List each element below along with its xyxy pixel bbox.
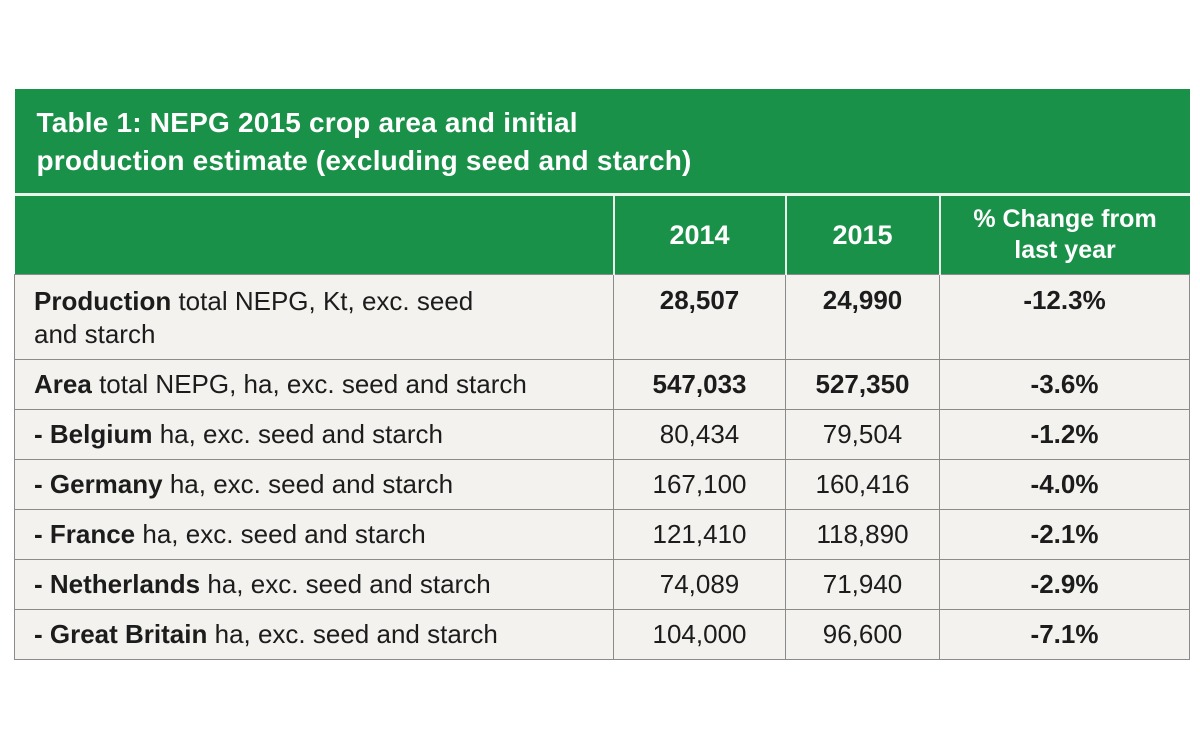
row-label-rest: ha, exc. seed and starch xyxy=(207,569,491,599)
value-2015: 96,600 xyxy=(785,609,940,660)
value-2015: 71,940 xyxy=(785,559,940,610)
value-change: -2.1% xyxy=(938,509,1191,560)
value-2014: 104,000 xyxy=(613,609,786,660)
table-title: Table 1: NEPG 2015 crop area and initial… xyxy=(14,89,1190,195)
value-2015: 527,350 xyxy=(785,359,940,410)
column-header-row: 2014 2015 % Change from last year xyxy=(14,193,1190,275)
table-row-netherlands: - Netherlands ha, exc. seed and starch 7… xyxy=(14,559,1191,610)
row-label-rest: total NEPG, Kt, exc. seed and starch xyxy=(34,286,474,349)
column-header-2015: 2015 xyxy=(784,193,940,275)
column-header-change: % Change from last year xyxy=(938,193,1190,275)
value-2015: 24,990 xyxy=(785,274,940,360)
value-change: -12.3% xyxy=(938,274,1191,360)
row-label-bold: Production xyxy=(34,286,172,316)
row-label-bold: - Great Britain xyxy=(34,619,208,649)
column-header-2014: 2014 xyxy=(612,193,786,275)
table-row-great-britain: - Great Britain ha, exc. seed and starch… xyxy=(14,609,1191,660)
value-change: -1.2% xyxy=(938,409,1191,460)
row-label-rest: ha, exc. seed and starch xyxy=(159,419,443,449)
row-label-rest: ha, exc. seed and starch xyxy=(169,469,454,499)
row-label-rest: total NEPG, ha, exc. seed and starch xyxy=(99,369,527,399)
nepg-crop-table: Table 1: NEPG 2015 crop area and initial… xyxy=(14,89,1191,660)
value-change: -2.9% xyxy=(938,559,1191,610)
nepg-table-container: Table 1: NEPG 2015 crop area and initial… xyxy=(14,89,1191,660)
row-label-bold: - Germany xyxy=(34,469,163,499)
row-label-bold: - France xyxy=(34,519,136,549)
table-row-germany: - Germany ha, exc. seed and starch 167,1… xyxy=(14,459,1191,510)
row-label: Production total NEPG, Kt, exc. seed and… xyxy=(14,274,614,360)
table-row-belgium: - Belgium ha, exc. seed and starch 80,43… xyxy=(14,409,1191,460)
value-2014: 547,033 xyxy=(613,359,786,410)
table-row-production: Production total NEPG, Kt, exc. seed and… xyxy=(14,274,1191,360)
table-row-area: Area total NEPG, ha, exc. seed and starc… xyxy=(14,359,1191,410)
value-2014: 74,089 xyxy=(613,559,786,610)
value-2014: 28,507 xyxy=(613,274,786,360)
value-2014: 80,434 xyxy=(613,409,786,460)
table-title-row: Table 1: NEPG 2015 crop area and initial… xyxy=(14,89,1190,195)
value-change: -7.1% xyxy=(938,609,1191,660)
row-label-bold: - Netherlands xyxy=(34,569,201,599)
column-header-label xyxy=(14,193,614,275)
value-change: -3.6% xyxy=(938,359,1191,410)
row-label-rest: ha, exc. seed and starch xyxy=(142,519,426,549)
value-2015: 118,890 xyxy=(785,509,940,560)
value-2014: 121,410 xyxy=(613,509,786,560)
row-label: - Belgium ha, exc. seed and starch xyxy=(14,409,614,460)
value-2015: 79,504 xyxy=(785,409,940,460)
value-2014: 167,100 xyxy=(613,459,786,510)
row-label-rest: ha, exc. seed and starch xyxy=(214,619,498,649)
row-label: - Great Britain ha, exc. seed and starch xyxy=(14,609,614,660)
table-row-france: - France ha, exc. seed and starch 121,41… xyxy=(14,509,1191,560)
row-label: - France ha, exc. seed and starch xyxy=(14,509,614,560)
row-label: - Germany ha, exc. seed and starch xyxy=(14,459,614,510)
value-change: -4.0% xyxy=(938,459,1191,510)
row-label-bold: - Belgium xyxy=(34,419,153,449)
value-2015: 160,416 xyxy=(785,459,940,510)
row-label-bold: Area xyxy=(34,369,92,399)
row-label: Area total NEPG, ha, exc. seed and starc… xyxy=(14,359,614,410)
row-label: - Netherlands ha, exc. seed and starch xyxy=(14,559,614,610)
